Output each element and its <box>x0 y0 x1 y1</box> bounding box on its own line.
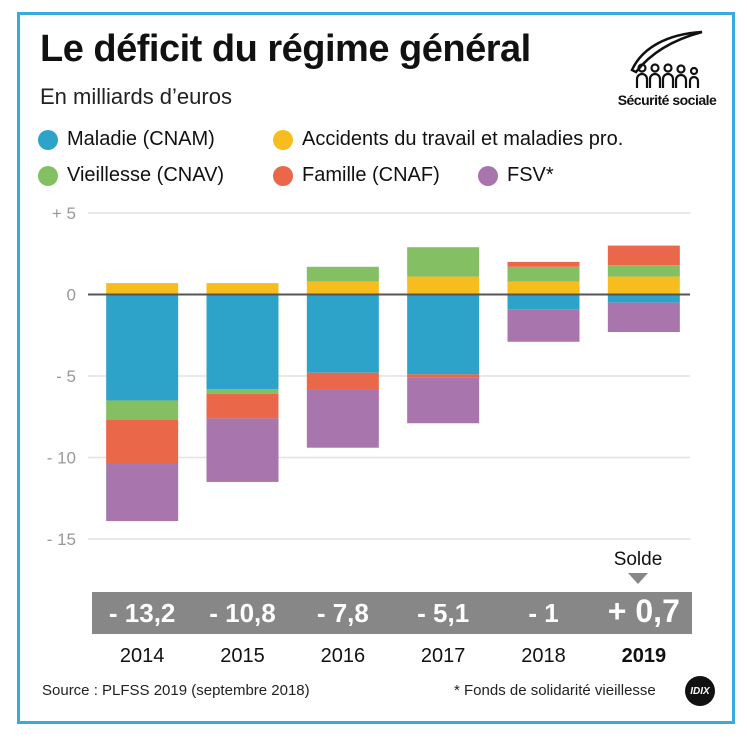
bar-segment-2017-2 <box>407 247 480 277</box>
bar-segment-2016-4 <box>306 389 379 448</box>
legend-label: Famille (CNAF) <box>302 164 440 186</box>
x-tick-label: 2019 <box>622 645 667 667</box>
bar-segment-2016-3 <box>306 372 379 390</box>
bar-segment-2017-3 <box>407 374 480 378</box>
bar-segment-2014-1 <box>106 283 179 295</box>
solde-band <box>92 592 692 634</box>
chart-subtitle: En milliards d’euros <box>40 84 232 109</box>
solde-label: Solde <box>614 549 663 570</box>
solde-value: - 1 <box>528 598 558 628</box>
solde-value: - 10,8 <box>209 598 276 628</box>
bar-segment-2017-4 <box>407 377 480 424</box>
legend-label: FSV* <box>507 164 554 186</box>
bar-segment-2014-4 <box>106 464 179 522</box>
y-tick-label: - 5 <box>56 367 76 386</box>
bar-segment-2015-2 <box>206 389 279 394</box>
x-tick-label: 2014 <box>120 645 165 667</box>
bar-segment-2016-2 <box>306 266 379 282</box>
legend-dot-icon <box>273 129 293 150</box>
logo-label: Sécurité sociale <box>617 92 717 108</box>
y-tick-label: 0 <box>67 286 76 305</box>
solde-value: - 7,8 <box>317 598 369 628</box>
x-tick-label: 2018 <box>521 645 566 667</box>
x-tick-label: 2016 <box>321 645 366 667</box>
y-tick-label: - 10 <box>47 449 76 468</box>
solde-value: - 13,2 <box>109 598 176 628</box>
bar-segment-2019-1 <box>607 276 680 295</box>
bar-segment-2019-4 <box>607 302 680 332</box>
bar-segment-2017-0 <box>407 294 480 375</box>
legend-label: Vieillesse (CNAV) <box>67 164 225 186</box>
bar-segment-2019-0 <box>607 294 680 303</box>
bar-segment-2018-0 <box>507 294 580 310</box>
legend-item-fsv: FSV* <box>478 164 554 187</box>
y-tick-label: - 15 <box>47 530 76 549</box>
bar-segment-2016-1 <box>306 281 379 295</box>
source-note: Source : PLFSS 2019 (septembre 2018) <box>42 682 310 699</box>
bar-segment-2018-3 <box>507 261 580 267</box>
bar-segment-2015-3 <box>206 393 279 419</box>
legend-dot-icon <box>478 165 498 186</box>
solde-value: + 0,7 <box>608 593 680 629</box>
legend-label: Accidents du travail et maladies pro. <box>302 128 624 150</box>
legend-dot-icon <box>38 129 58 150</box>
legend-item-vieillesse: Vieillesse (CNAV) <box>38 164 224 187</box>
legend-item-maladie: Maladie (CNAM) <box>38 128 215 151</box>
bar-segment-2017-1 <box>407 276 480 295</box>
bar-segment-2015-4 <box>206 418 279 482</box>
x-tick-label: 2015 <box>220 645 265 667</box>
bar-segment-2015-0 <box>206 294 279 390</box>
bar-segment-2016-0 <box>306 294 379 373</box>
bar-segment-2015-1 <box>206 283 279 295</box>
legend-item-accidents: Accidents du travail et maladies pro. <box>273 128 623 151</box>
bar-segment-2014-2 <box>106 400 179 421</box>
solde-pointer-icon <box>628 573 648 584</box>
bar-segment-2014-3 <box>106 420 179 465</box>
bar-segment-2019-3 <box>607 245 680 266</box>
bar-segment-2018-4 <box>507 309 580 342</box>
legend-dot-icon <box>38 165 58 186</box>
bar-segment-2018-2 <box>507 266 580 282</box>
legend-dot-icon <box>273 165 293 186</box>
idix-logo-icon: IDIX <box>685 676 715 706</box>
bar-segment-2014-0 <box>106 294 179 401</box>
bar-segment-2018-1 <box>507 281 580 295</box>
securite-sociale-logo-icon <box>630 30 703 88</box>
solde-value: - 5,1 <box>417 598 469 628</box>
legend-label: Maladie (CNAM) <box>67 128 215 150</box>
y-tick-label: + 5 <box>52 204 76 223</box>
bar-segment-2019-2 <box>607 265 680 277</box>
x-tick-label: 2017 <box>421 645 466 667</box>
securite-sociale-logo: Sécurité sociale <box>612 28 722 114</box>
legend-item-famille: Famille (CNAF) <box>273 164 440 187</box>
footnote: * Fonds de solidarité vieillesse <box>454 682 656 699</box>
chart-title: Le déficit du régime général <box>40 28 531 70</box>
